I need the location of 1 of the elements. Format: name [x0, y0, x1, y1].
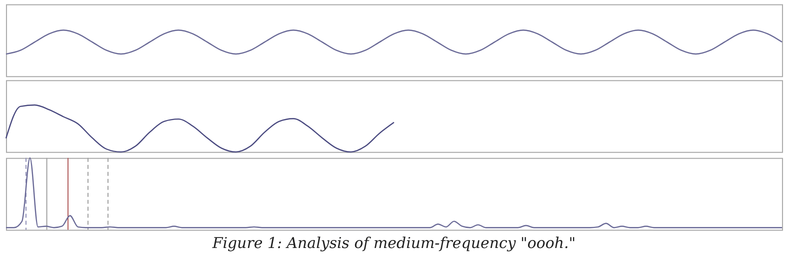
caption: Figure 1: Analysis of medium-frequency "oooh.": [211, 234, 576, 252]
